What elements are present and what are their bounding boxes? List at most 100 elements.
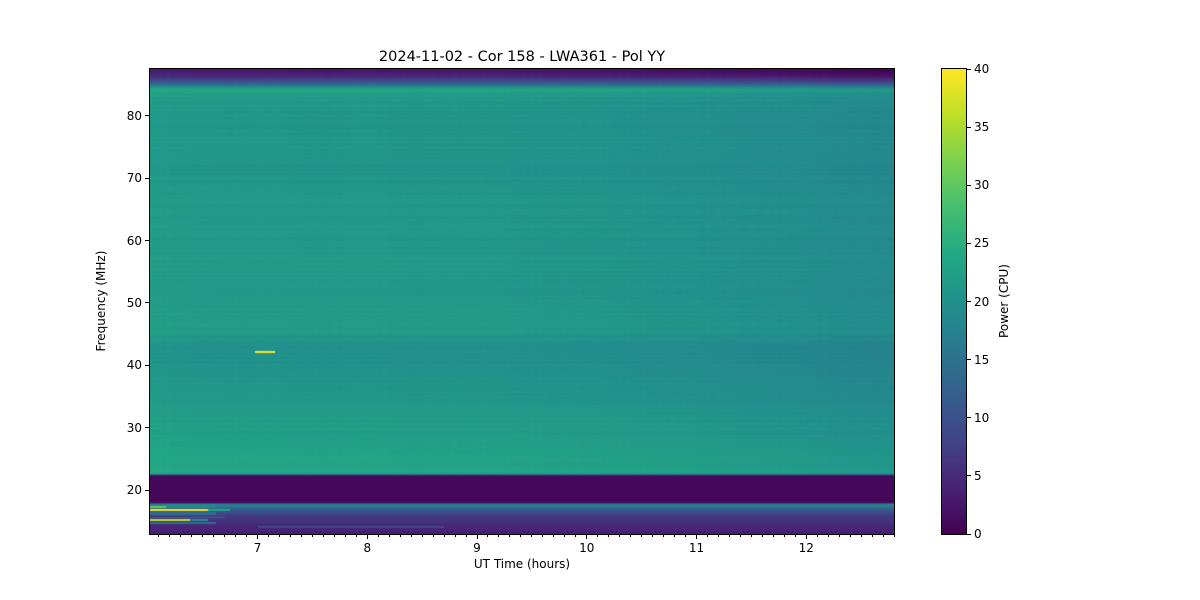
x-minor-tick — [575, 535, 577, 537]
x-minor-tick — [388, 535, 390, 537]
x-minor-tick — [739, 535, 741, 537]
x-minor-tick — [597, 535, 599, 537]
colorbar-tick-label: 25 — [974, 236, 990, 251]
x-minor-tick — [553, 535, 555, 537]
x-minor-tick — [443, 535, 445, 537]
x-tick — [586, 535, 588, 539]
x-tick-label: 11 — [688, 541, 705, 555]
colorbar-tick-label: 5 — [974, 468, 982, 483]
x-minor-tick — [663, 535, 665, 537]
x-minor-tick — [838, 535, 840, 537]
x-minor-tick — [333, 535, 335, 537]
colorbar-tick — [967, 533, 971, 535]
x-minor-tick — [278, 535, 280, 537]
x-minor-tick — [794, 535, 796, 537]
x-minor-tick — [509, 535, 511, 537]
x-minor-tick — [619, 535, 621, 537]
x-minor-tick — [410, 535, 412, 537]
y-tick-label: 70 — [126, 171, 142, 186]
x-minor-tick — [871, 535, 873, 537]
x-minor-tick — [421, 535, 423, 537]
x-minor-tick — [531, 535, 533, 537]
colorbar-tick — [967, 475, 971, 477]
x-tick — [805, 535, 807, 539]
x-minor-tick — [652, 535, 654, 537]
colorbar-tick-label: 30 — [974, 178, 990, 193]
x-axis-label: UT Time (hours) — [473, 557, 571, 571]
x-minor-tick — [213, 535, 215, 537]
y-tick-label: 20 — [126, 483, 142, 498]
colorbar-tick-label: 20 — [974, 294, 990, 309]
colorbar-tick — [967, 242, 971, 244]
y-tick-label: 50 — [126, 295, 142, 310]
x-minor-tick — [685, 535, 686, 537]
x-minor-tick — [224, 535, 226, 537]
y-tick — [145, 489, 149, 491]
x-minor-tick — [311, 535, 313, 537]
x-tick — [257, 535, 259, 539]
colorbar-tick — [967, 359, 971, 361]
x-minor-tick — [827, 535, 829, 537]
y-tick — [145, 427, 149, 429]
x-minor-tick — [750, 535, 752, 537]
x-minor-tick — [355, 535, 357, 537]
x-minor-tick — [399, 535, 401, 537]
x-minor-tick — [454, 535, 456, 537]
x-minor-tick — [202, 535, 204, 537]
x-tick — [476, 535, 478, 539]
colorbar-canvas — [942, 69, 966, 534]
colorbar-tick-label: 35 — [974, 120, 990, 135]
x-minor-tick — [706, 535, 708, 537]
x-minor-tick — [289, 535, 291, 537]
colorbar-tick-label: 0 — [974, 527, 982, 541]
x-tick-label: 8 — [363, 541, 372, 555]
heatmap-canvas — [150, 69, 894, 534]
x-minor-tick — [268, 535, 269, 537]
chart-title: 2024-11-02 - Cor 158 - LWA361 - Pol YY — [378, 49, 666, 65]
x-minor-tick — [377, 535, 379, 537]
x-minor-tick — [772, 535, 774, 537]
x-minor-tick — [235, 535, 237, 537]
x-minor-tick — [498, 535, 500, 537]
y-tick — [145, 177, 149, 179]
x-minor-tick — [169, 535, 171, 537]
x-tick — [695, 535, 697, 539]
x-minor-tick — [322, 535, 324, 537]
x-minor-tick — [180, 535, 182, 537]
y-tick — [145, 115, 149, 117]
y-tick — [145, 302, 149, 304]
x-tick-label: 12 — [798, 541, 814, 555]
y-tick — [145, 240, 149, 242]
x-minor-tick — [158, 535, 160, 537]
y-tick-label: 80 — [126, 108, 142, 123]
colorbar-tick-label: 15 — [974, 352, 990, 367]
x-minor-tick — [849, 535, 851, 537]
colorbar — [941, 68, 967, 535]
colorbar-tick — [967, 68, 971, 70]
colorbar-tick — [967, 301, 971, 302]
x-minor-tick — [246, 535, 248, 537]
x-minor-tick — [432, 535, 434, 537]
colorbar-tick — [967, 126, 971, 128]
x-minor-tick — [542, 535, 544, 537]
y-tick-label: 40 — [126, 358, 142, 373]
x-minor-tick — [761, 535, 763, 537]
x-minor-tick — [882, 535, 884, 537]
colorbar-tick — [967, 184, 971, 186]
x-minor-tick — [674, 535, 676, 537]
x-minor-tick — [860, 535, 862, 537]
x-minor-tick — [893, 535, 895, 537]
x-minor-tick — [630, 535, 632, 537]
colorbar-tick-label: 40 — [974, 62, 990, 76]
x-tick-label: 9 — [473, 541, 481, 555]
x-minor-tick — [783, 535, 785, 537]
x-minor-tick — [300, 535, 302, 537]
x-minor-tick — [816, 535, 818, 537]
x-minor-tick — [564, 535, 566, 537]
plot-area — [149, 68, 895, 535]
x-tick-label: 7 — [253, 541, 262, 555]
x-minor-tick — [344, 535, 346, 537]
y-tick — [145, 364, 149, 366]
x-minor-tick — [728, 535, 730, 537]
